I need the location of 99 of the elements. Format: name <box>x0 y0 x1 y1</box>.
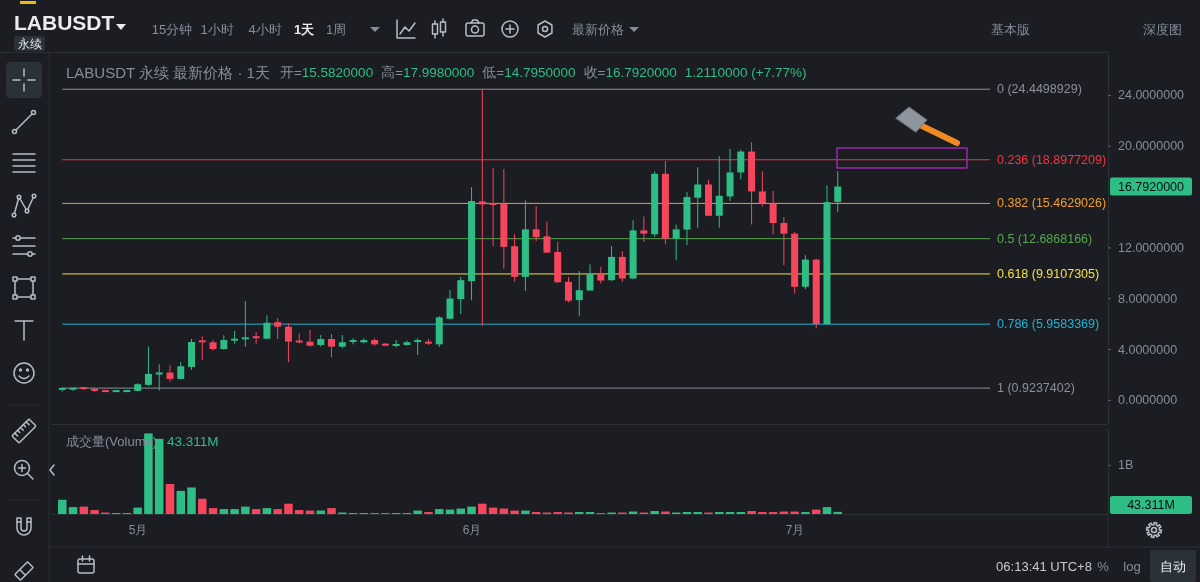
bar <box>478 503 487 514</box>
bar <box>434 509 444 514</box>
text: LABUSDT <box>14 10 115 34</box>
bar <box>219 509 229 514</box>
annotation: 开=15.5820000 <box>279 64 374 80</box>
text: 1周 <box>325 21 347 37</box>
text: 15分钟 <box>151 21 193 37</box>
y-tick-label: 4.0000000 <box>1118 342 1178 357</box>
ref-line-label: 1 (0.9237402) <box>997 381 1075 396</box>
bar <box>294 510 304 514</box>
y-tick-label: 24.0000000 <box>1118 88 1185 103</box>
candlestick <box>780 216 788 266</box>
bar <box>230 509 239 514</box>
bar <box>510 510 519 514</box>
bar <box>58 499 67 514</box>
text: 1小时 <box>200 21 234 37</box>
annotation: 1.2110000 (+7.77%) <box>684 64 807 80</box>
candlestick <box>769 190 777 235</box>
candlestick <box>575 270 583 317</box>
candlestick <box>640 215 648 243</box>
bar <box>198 498 207 514</box>
candlestick <box>349 337 357 345</box>
annotation: 43.311M <box>167 433 219 449</box>
candlestick <box>532 205 540 242</box>
ref-line-label: 0.236 (18.8977209) <box>997 152 1107 167</box>
bar <box>822 507 832 514</box>
ref-line-label: 0.5 (12.6868166) <box>997 231 1093 246</box>
bar <box>273 509 282 514</box>
bar <box>521 510 530 514</box>
text: 16.7920000 <box>1117 179 1185 194</box>
text: 最新价格 <box>572 21 624 37</box>
candlestick <box>737 149 745 180</box>
text: 深度图 <box>1142 21 1182 37</box>
ref-line-label: 0.786 (5.9583369) <box>997 317 1100 332</box>
bar <box>262 508 272 514</box>
bar <box>90 510 99 514</box>
candlestick <box>715 155 723 229</box>
ref-line-label: 0.618 (9.9107305) <box>997 266 1100 281</box>
bar <box>68 507 78 514</box>
ref-line-label: 0.382 (15.4629026) <box>997 196 1107 211</box>
candlestick <box>241 300 249 348</box>
candlestick <box>144 346 152 387</box>
candlestick <box>284 322 292 363</box>
candlestick <box>252 331 260 345</box>
candlestick <box>446 289 454 320</box>
text: 自动 <box>1160 558 1186 574</box>
candlestick <box>618 250 626 283</box>
candlestick <box>457 276 465 315</box>
bar <box>747 511 756 514</box>
candlestick <box>758 170 766 207</box>
candlestick <box>478 88 486 327</box>
y-tick-label: 1B <box>1118 458 1134 473</box>
text: LABUSDT 永续 最新价格 · 1天 <box>66 63 270 81</box>
candlestick <box>489 167 497 247</box>
text: 4小时 <box>248 21 282 37</box>
candlestick <box>274 317 282 340</box>
candlestick <box>672 224 680 261</box>
bar <box>833 511 842 514</box>
bar <box>467 506 476 514</box>
bar <box>284 503 293 514</box>
text: 永续 <box>17 36 42 51</box>
candlestick <box>155 363 163 392</box>
bar <box>165 484 175 514</box>
text: 基本版 <box>990 21 1030 37</box>
bar <box>413 510 422 514</box>
candlestick <box>306 329 314 348</box>
bar <box>251 509 261 514</box>
candlestick <box>166 364 174 383</box>
x-tick-label: 7月 <box>785 522 805 537</box>
candlestick <box>543 221 551 254</box>
bar <box>327 508 336 514</box>
candlestick <box>586 263 594 292</box>
x-tick-label: 6月 <box>462 522 482 537</box>
y-tick-label: 0.0000000 <box>1118 393 1178 408</box>
annotation: 低=14.7950000 <box>482 64 576 80</box>
bar <box>208 508 218 514</box>
text: 1天 <box>293 21 316 37</box>
candlestick <box>834 170 842 213</box>
ref-line-label: 0 (24.4498929) <box>997 82 1082 97</box>
candlestick <box>328 333 336 358</box>
bar <box>133 507 142 514</box>
bar <box>241 506 250 514</box>
bar <box>187 487 196 514</box>
candlestick <box>564 276 572 303</box>
text: log <box>1123 558 1141 574</box>
candlestick <box>608 245 616 282</box>
y-tick-label: 20.0000000 <box>1118 139 1185 154</box>
y-tick-label: 12.0000000 <box>1118 240 1185 255</box>
candlestick <box>694 166 702 229</box>
x-tick-label: 5月 <box>128 522 148 537</box>
text: 06:13:41 UTC+8 <box>996 558 1092 574</box>
text: % <box>1097 558 1110 574</box>
bar <box>176 490 185 514</box>
candlestick <box>198 335 206 361</box>
text: 43.311M <box>1127 498 1175 512</box>
annotation: 高=17.9980000 <box>381 64 475 80</box>
y-tick-label: 8.0000000 <box>1118 291 1178 306</box>
annotation: 收=16.7920000 <box>583 64 677 80</box>
bar <box>650 511 659 514</box>
